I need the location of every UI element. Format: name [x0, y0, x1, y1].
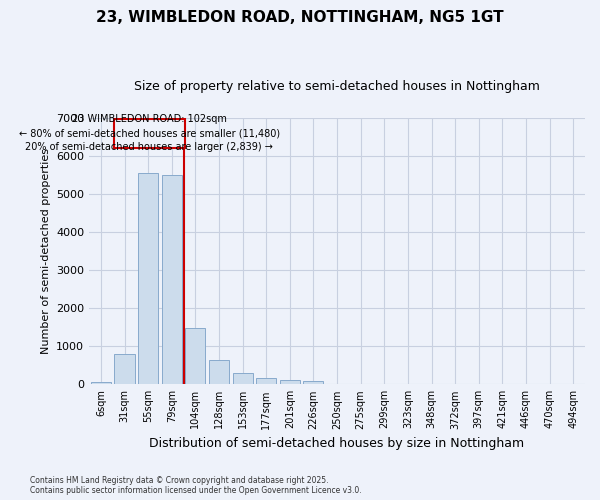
- X-axis label: Distribution of semi-detached houses by size in Nottingham: Distribution of semi-detached houses by …: [149, 437, 524, 450]
- Bar: [115, 354, 134, 384]
- Bar: [162, 175, 182, 384]
- Y-axis label: Number of semi-detached properties: Number of semi-detached properties: [41, 148, 50, 354]
- Bar: [280, 380, 300, 384]
- Text: 23, WIMBLEDON ROAD, NOTTINGHAM, NG5 1GT: 23, WIMBLEDON ROAD, NOTTINGHAM, NG5 1GT: [96, 10, 504, 25]
- Bar: [233, 373, 253, 384]
- Bar: [304, 382, 323, 384]
- Bar: [91, 382, 111, 384]
- Bar: [209, 360, 229, 384]
- Bar: [256, 378, 276, 384]
- Text: Contains HM Land Registry data © Crown copyright and database right 2025.
Contai: Contains HM Land Registry data © Crown c…: [30, 476, 362, 495]
- Bar: [114, 118, 185, 148]
- Bar: [185, 328, 205, 384]
- Title: Size of property relative to semi-detached houses in Nottingham: Size of property relative to semi-detach…: [134, 80, 540, 93]
- Bar: [138, 173, 158, 384]
- Text: 23 WIMBLEDON ROAD: 102sqm
← 80% of semi-detached houses are smaller (11,480)
20%: 23 WIMBLEDON ROAD: 102sqm ← 80% of semi-…: [19, 114, 280, 152]
